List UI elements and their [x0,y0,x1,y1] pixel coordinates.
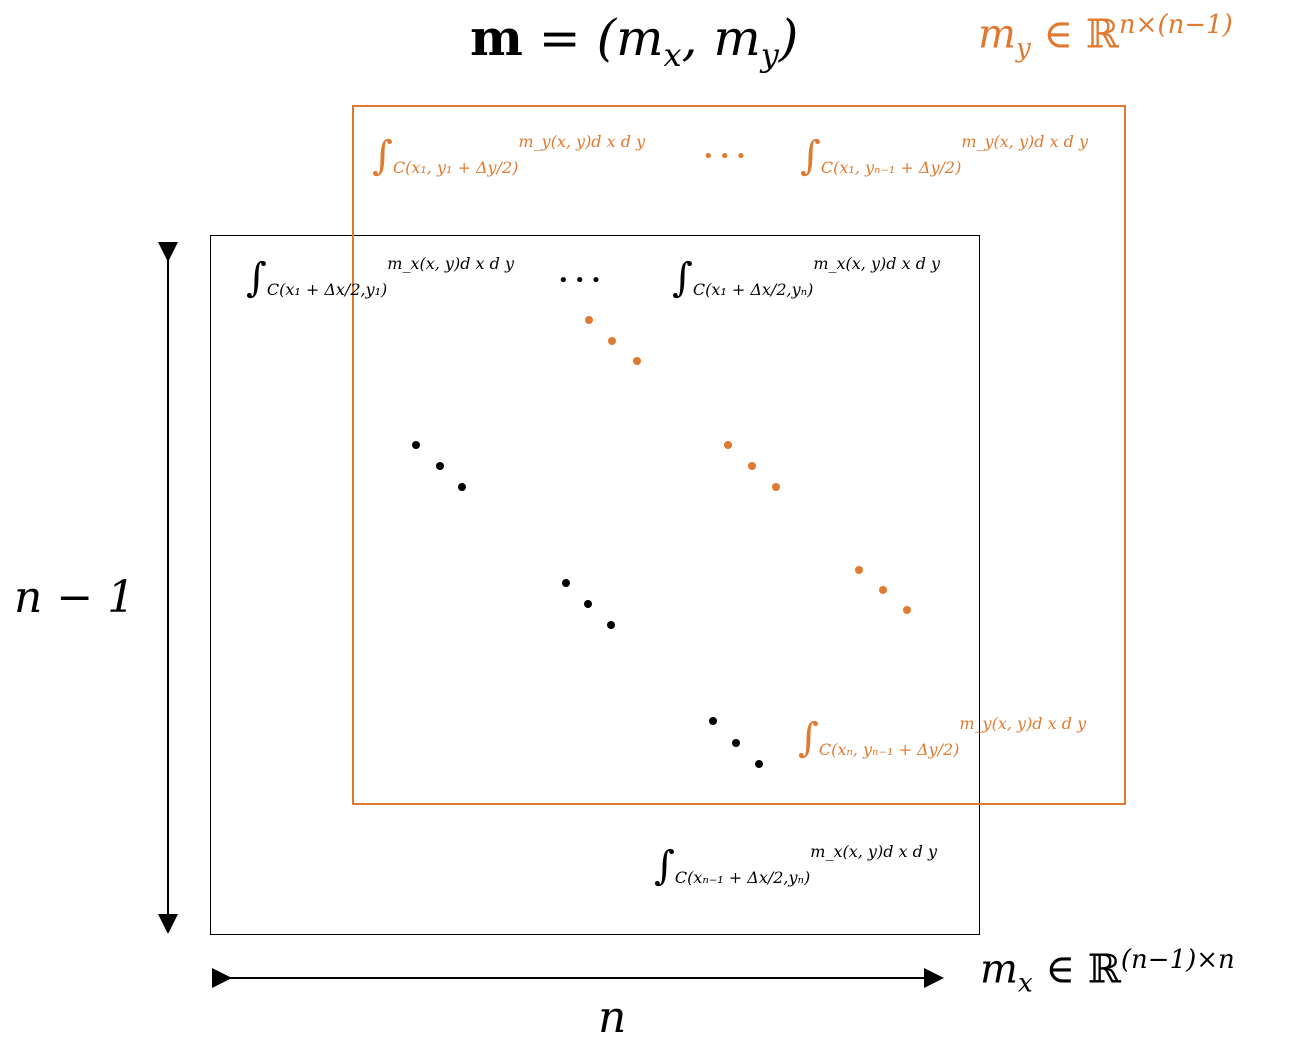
black-integral-bottom-right: ∫C(xₙ₋₁ + Δx/2,yₙ)m_x(x, y)d x d y [654,842,937,889]
black-diag-dot [562,579,570,587]
page-title: m = (mx, my) [470,8,799,74]
my-set-label: my ∈ ℝn×(n−1) [978,10,1233,64]
orange-diag-dot [772,483,780,491]
orange-integral-bottom-right: ∫C(xₙ, yₙ₋₁ + Δy/2)m_y(x, y)d x d y [798,714,1087,761]
black-diag-dot [755,760,763,768]
black-diag-dot [732,739,740,747]
orange-ellipsis-top: • • • [703,146,747,167]
orange-diag-dot [585,316,593,324]
orange-diag-dot [608,337,616,345]
orange-diag-dot [879,586,887,594]
black-integral-top-right: ∫C(x₁ + Δx/2,yₙ)m_x(x, y)d x d y [672,254,941,301]
black-diag-dot [412,441,420,449]
orange-integral-top-left: ∫C(x₁, y₁ + Δy/2)m_y(x, y)d x d y [372,132,646,179]
orange-diag-dot [724,441,732,449]
mx-set-label: mx ∈ ℝ(n−1)×n [980,945,1235,999]
mx-matrix-box [210,235,980,935]
dim-horizontal-label: n [598,992,627,1043]
dim-vertical-label: n − 1 [14,572,136,623]
black-diag-dot [436,462,444,470]
orange-diag-dot [633,357,641,365]
black-diag-dot [584,600,592,608]
black-ellipsis-top: • • • [558,270,602,291]
orange-integral-top-right: ∫C(x₁, yₙ₋₁ + Δy/2)m_y(x, y)d x d y [800,132,1089,179]
black-diag-dot [607,621,615,629]
my-matrix-box [352,105,1126,805]
orange-diag-dot [748,462,756,470]
black-integral-top-left: ∫C(x₁ + Δx/2,y₁)m_x(x, y)d x d y [246,254,514,301]
black-diag-dot [458,483,466,491]
black-diag-dot [709,717,717,725]
orange-diag-dot [903,606,911,614]
orange-diag-dot [855,566,863,574]
